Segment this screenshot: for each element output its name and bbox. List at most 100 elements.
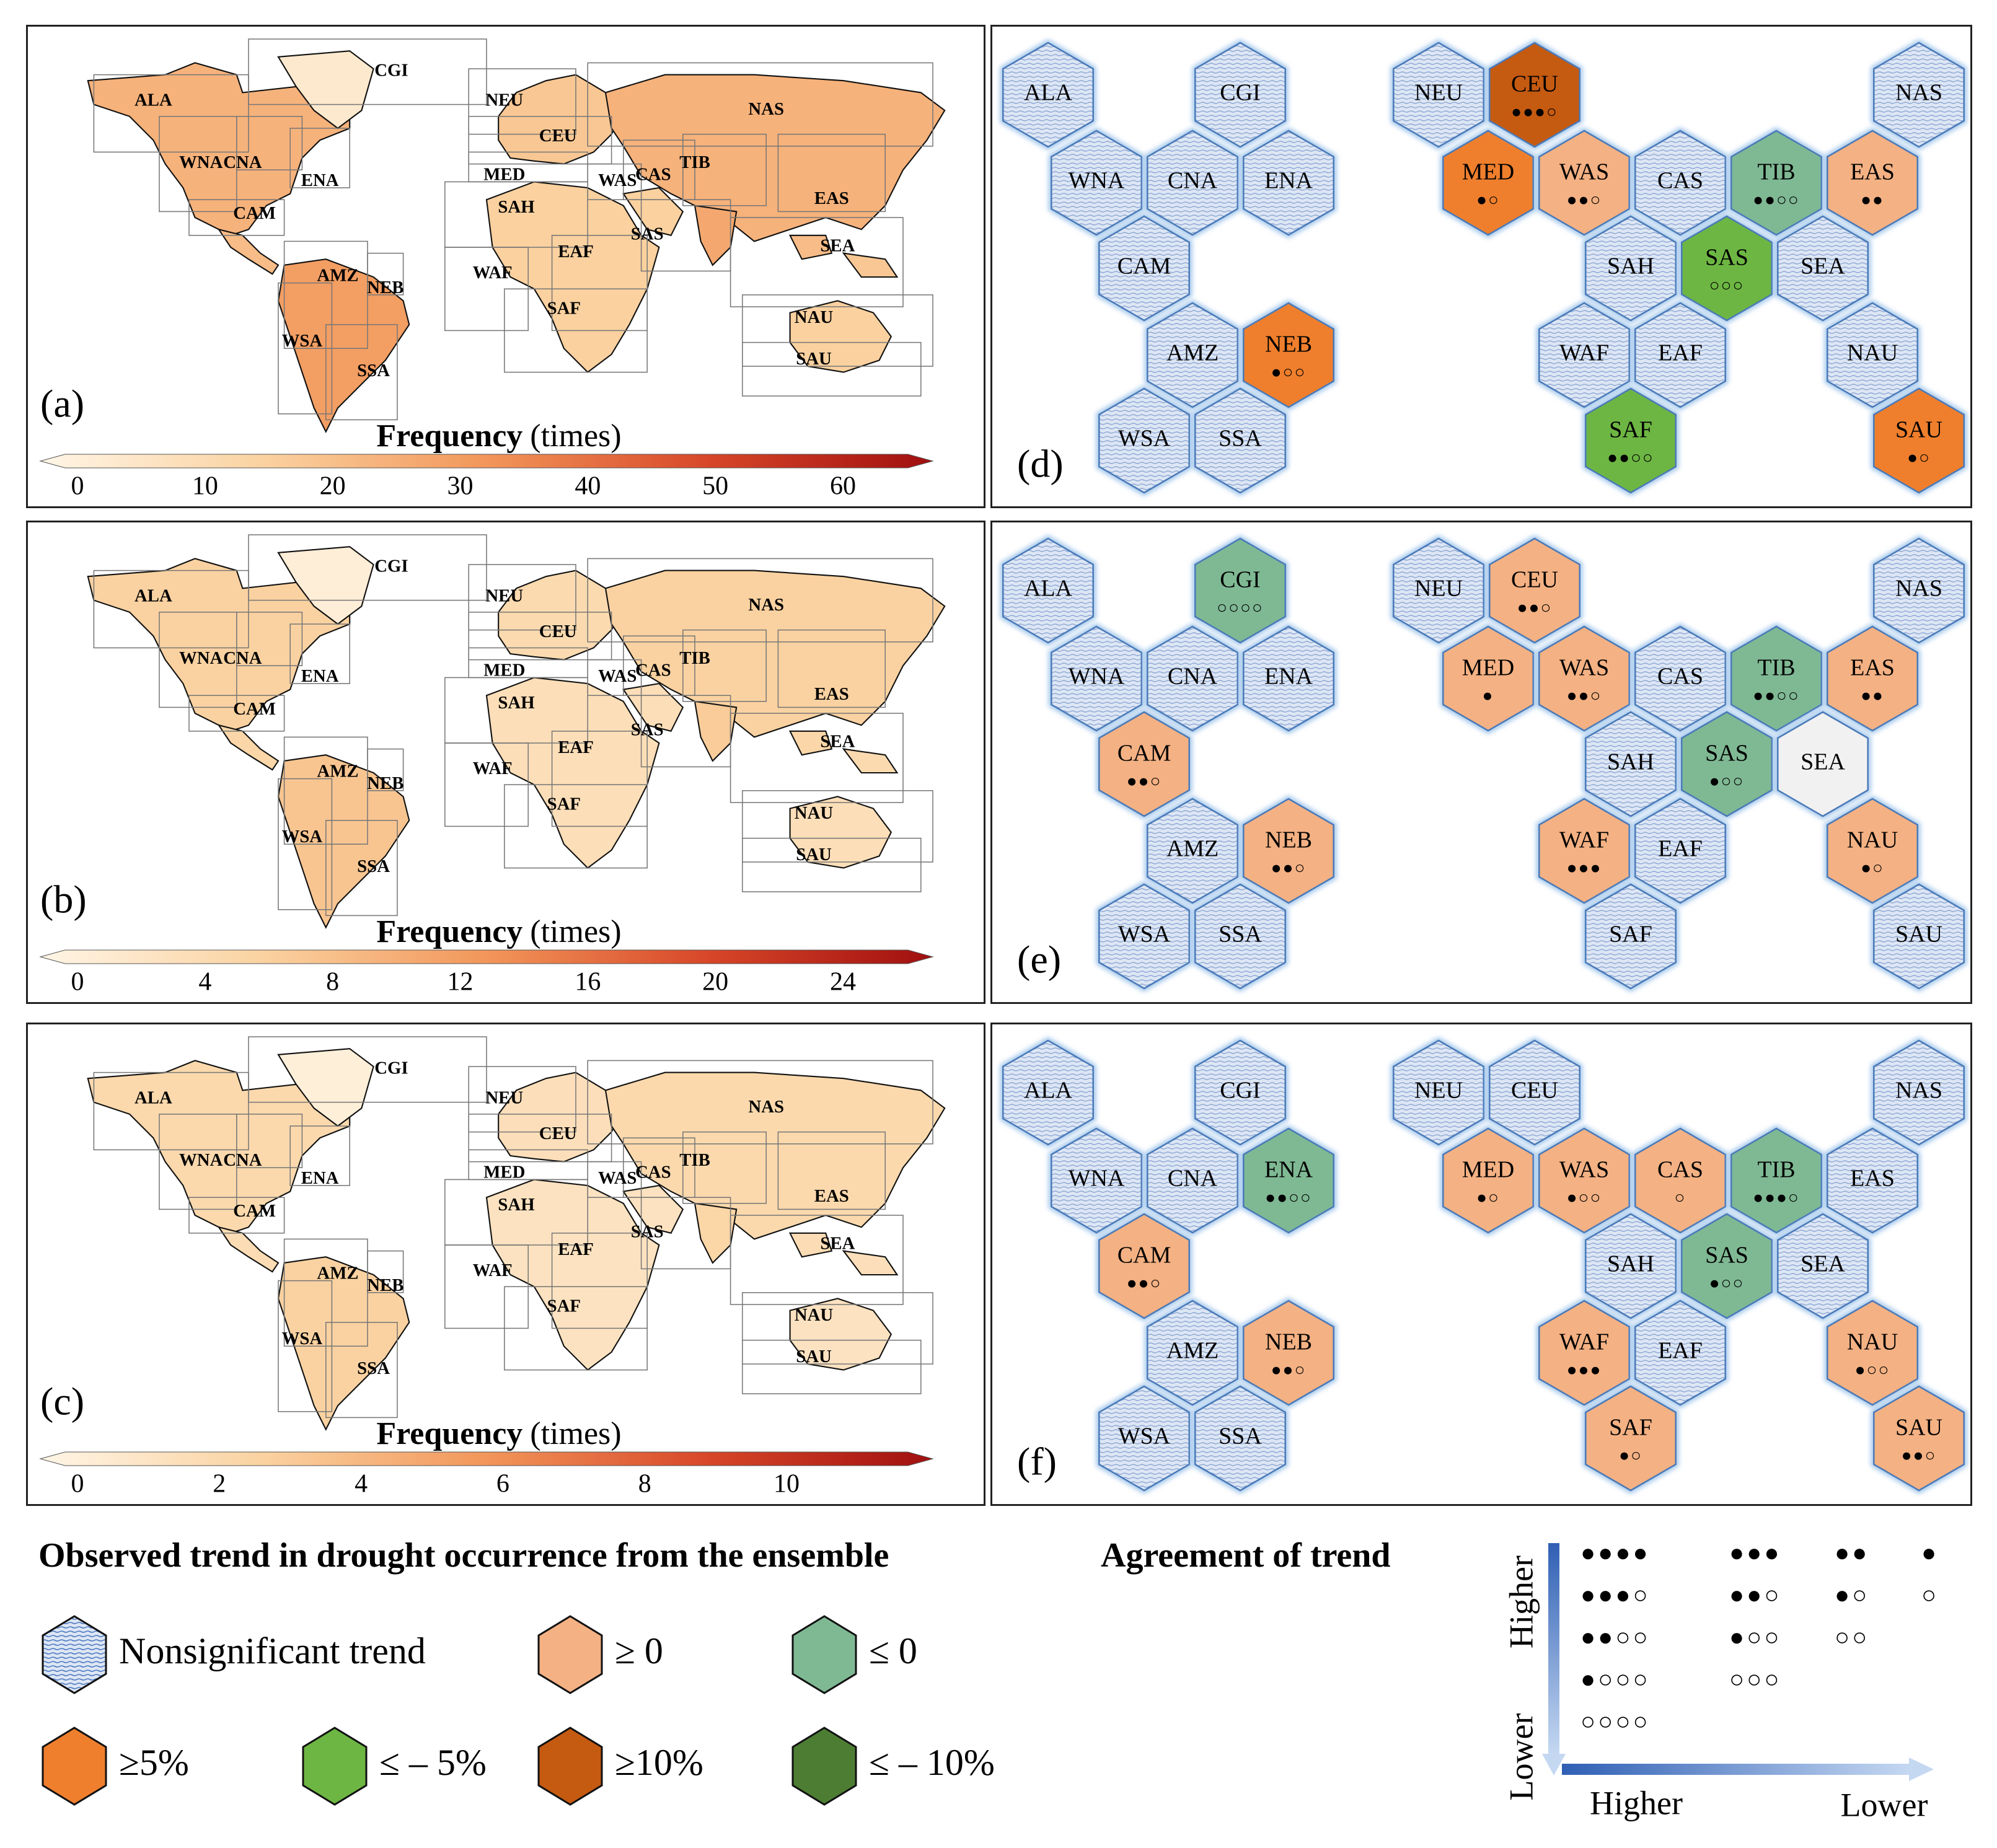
map-svg-b: CGI ALA WNA CNA ENA CAM AMZ NEB WSA SSA NEU CEU MED S…: [39, 534, 946, 997]
hex-cell-saf: SAF ●●○○: [1582, 385, 1679, 496]
land-mass: [788, 234, 833, 260]
land-mass: [789, 796, 893, 869]
region-label: SAS: [631, 1221, 664, 1241]
agreement-dots: ●●○: [1567, 190, 1602, 209]
world-map: CGI ALA WNA CNA ENA CAM AMZ NEB WSA SSA NEU CEU MED S…: [87, 1036, 946, 1431]
hex-label: TIB: [1757, 1157, 1795, 1183]
hex-shape: [1489, 42, 1580, 148]
region-label: CAM: [233, 1201, 276, 1221]
hex-cell-tib: TIB ●●●○: [1728, 1125, 1825, 1236]
colorbar-tick: 40: [575, 472, 601, 501]
hex-label: EAF: [1658, 836, 1703, 862]
hex-shape: [1585, 711, 1677, 817]
colorbar-tick: 10: [192, 472, 218, 501]
y-axis-high-label: Higher: [1502, 1555, 1540, 1648]
hex-label: ALA: [1024, 1078, 1073, 1104]
hex-shape: [1194, 387, 1286, 494]
hex-shape: [1585, 1213, 1677, 1319]
hex-cell-nau: NAU ●○○: [1824, 1297, 1921, 1409]
hex-cell-waf: WAF ●●●: [1536, 795, 1633, 907]
hex-shape: [1098, 1385, 1190, 1492]
hex-cell-was: WAS ●○○: [1536, 1125, 1633, 1236]
region-label: SAS: [631, 719, 664, 739]
hex-label: TIB: [1757, 159, 1795, 185]
hex-label: WAF: [1559, 1329, 1609, 1355]
region-label: NEU: [485, 90, 523, 110]
colorbar-tick: 12: [447, 968, 474, 997]
hex-shape: [1873, 1385, 1965, 1492]
panel-label: (b): [40, 878, 87, 922]
region-label: AMZ: [317, 762, 358, 781]
hex-cell-tib: TIB ●●○○: [1728, 623, 1825, 734]
hex-label: SAS: [1705, 245, 1748, 271]
region-label: SAU: [796, 349, 832, 369]
hex-shape: [1194, 537, 1286, 644]
hex-label: EAS: [1850, 1166, 1895, 1192]
region-label: WNA: [179, 648, 223, 668]
hex-label: SAH: [1607, 1251, 1654, 1277]
hex-cell-cam: CAM ●●○: [1096, 1210, 1192, 1322]
region-label: NAU: [795, 307, 834, 327]
land-mass: [694, 700, 738, 762]
agreement-dots: ●●○○: [1607, 448, 1654, 467]
hex-cell-nau: NAU: [1824, 299, 1921, 411]
hex-panel-d: ALA CGI WNA CNA ENA CAM AMZ NEB ●○○ WSA SSA NEU CEU ●…: [990, 25, 1972, 508]
hex-cell-ena: ENA: [1240, 127, 1337, 239]
colorbar-tick: 60: [830, 472, 856, 501]
hex-label: CAS: [1657, 168, 1703, 194]
land-mass: [842, 1250, 899, 1276]
hex-cell-cna: CNA: [1144, 623, 1241, 734]
agreement-dots: ○○○: [1729, 1665, 1781, 1693]
land-mass: [87, 1060, 351, 1234]
hex-shape: [1585, 883, 1677, 990]
agreement-dots: ●●●○: [1511, 102, 1558, 121]
hex-cell-sah: SAH: [1582, 708, 1679, 820]
region-label: WAS: [598, 1168, 637, 1188]
hex-shape: [1147, 130, 1238, 236]
hex-label: ALA: [1024, 80, 1073, 106]
hex-shape: [1147, 1127, 1238, 1234]
hex-shape: [1442, 1127, 1534, 1234]
region-label: SAS: [631, 224, 664, 244]
agreement-dots: ○○○: [1709, 276, 1745, 295]
region-label: ENA: [301, 170, 339, 190]
agreement-dots: ●●: [1835, 1539, 1869, 1567]
agreement-dots: ●: [1483, 686, 1494, 705]
hex-label: SEA: [1801, 1251, 1845, 1277]
hex-shape: [1538, 302, 1630, 408]
colorbar-tick: 6: [496, 1470, 509, 1498]
region-label: CGI: [374, 60, 408, 80]
hex-shape: [1585, 1385, 1677, 1492]
land-mass: [788, 730, 833, 756]
hex-shape: [1393, 42, 1484, 148]
region-label: CEU: [539, 1124, 577, 1143]
hex-shape: [1243, 798, 1334, 904]
hex-cell-sau: SAU ●●○: [1871, 1383, 1967, 1494]
hex-label: SAU: [1895, 417, 1942, 443]
hex-cell-sah: SAH: [1582, 213, 1679, 324]
hex-shape: [1777, 1213, 1869, 1319]
land-mass: [694, 205, 738, 266]
hex-shape: [1585, 215, 1677, 322]
hex-cell-wsa: WSA: [1096, 881, 1192, 992]
hex-label: EAF: [1658, 340, 1703, 366]
land-mass: [87, 62, 351, 236]
agreement-dots: ○○○○: [1580, 1707, 1651, 1735]
hex-label: SAS: [1705, 741, 1748, 767]
agreement-dots: ●●: [1861, 686, 1884, 705]
colorbar-title: Frequency (times): [376, 418, 621, 454]
hex-label: NEU: [1414, 576, 1463, 602]
region-label: CAM: [233, 203, 276, 223]
hex-label: NEU: [1414, 1078, 1463, 1104]
hex-shape: [1873, 883, 1965, 990]
region-label: NEB: [367, 773, 403, 793]
hex-cell-neu: NEU: [1390, 1037, 1487, 1148]
hex-shape: [1730, 1127, 1822, 1234]
region-label: EAS: [814, 188, 849, 208]
hex-label: NEU: [1414, 80, 1463, 106]
hex-label: SAF: [1609, 922, 1652, 948]
hex-shape: [1634, 1300, 1726, 1406]
land-mass: [485, 181, 660, 373]
colorbar: [39, 1451, 934, 1466]
